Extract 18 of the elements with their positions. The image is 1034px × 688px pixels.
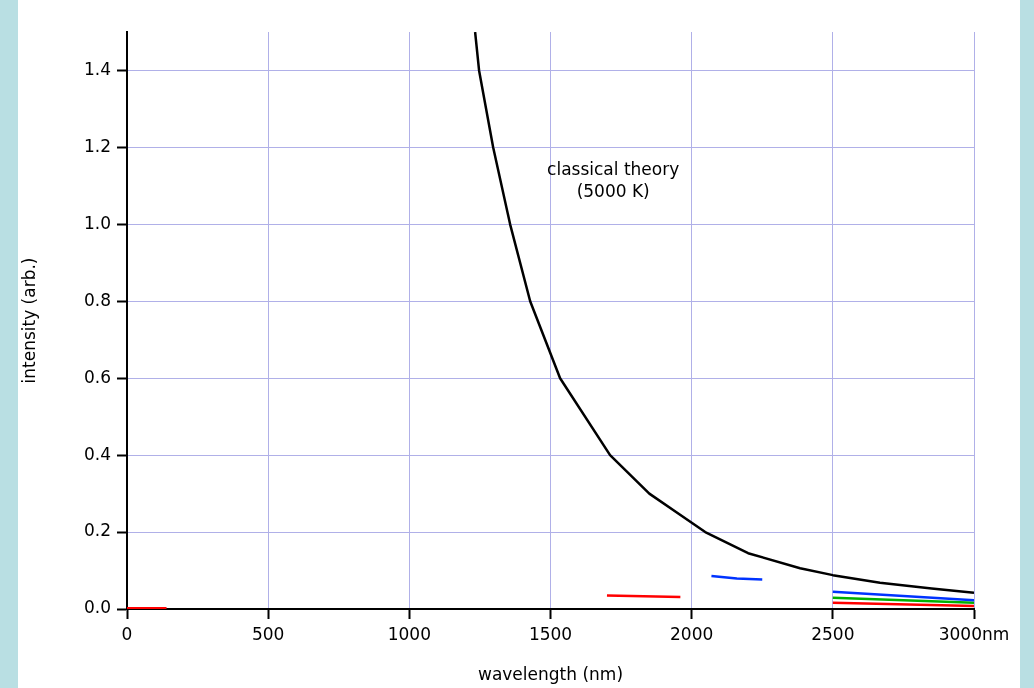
x-tick-label: 1500 — [528, 623, 573, 644]
x-tick-label: 2500 — [811, 623, 855, 644]
y-tick-label: 0.4 — [83, 443, 111, 464]
x-axis-title: wavelength (nm) — [477, 664, 624, 685]
x-tick-label: 0 — [121, 623, 133, 644]
x-tick-label: 500 — [251, 623, 285, 644]
y-tick-label: 0.8 — [83, 289, 111, 310]
y-tick-label: 0.2 — [83, 520, 111, 541]
y-axis-title: intensity (arb.) — [18, 257, 39, 384]
annotation: classical theory (5000 K) — [547, 159, 680, 202]
x-tick-label: 2000 — [670, 623, 714, 644]
x-tick-label: 1000 — [387, 623, 431, 644]
y-tick-label: 0.0 — [83, 597, 111, 618]
y-tick-label: 1.4 — [83, 58, 111, 79]
y-tick-label: 0.6 — [83, 366, 111, 387]
y-tick-label: 1.2 — [83, 135, 111, 156]
x-tick-label: 3000nm — [938, 623, 1010, 644]
y-tick-label: 1.0 — [83, 212, 111, 233]
